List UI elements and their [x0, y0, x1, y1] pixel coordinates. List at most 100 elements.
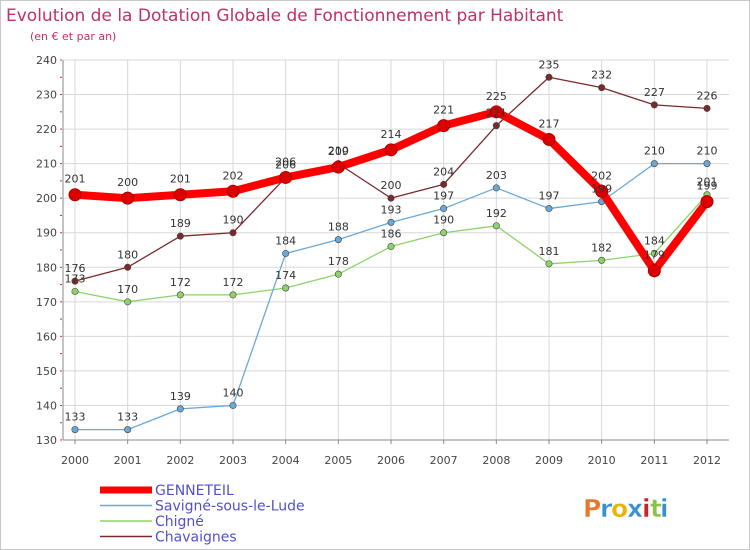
- data-label-chign-: 170: [117, 283, 138, 296]
- plot-area: [63, 60, 729, 440]
- data-label-chavaignes: 180: [117, 248, 138, 261]
- point-chign-: [492, 222, 500, 230]
- y-tick-label: 220: [36, 123, 57, 136]
- data-label-chign-: 174: [275, 269, 296, 282]
- x-tick-label: 2004: [272, 454, 300, 467]
- point-genneteil: [331, 160, 345, 174]
- y-tick-label: 130: [36, 434, 57, 447]
- point-chavaignes: [545, 73, 553, 81]
- point-genneteil: [489, 105, 503, 119]
- point-chign-: [334, 270, 342, 278]
- y-minor-tick: [60, 232, 62, 234]
- y-tick-label: 210: [36, 158, 57, 171]
- y-minor-tick: [60, 318, 62, 320]
- y-minor-tick: [60, 370, 62, 372]
- point-chign-: [545, 260, 553, 268]
- x-tick-label: 2005: [324, 454, 352, 467]
- y-minor-tick: [60, 335, 62, 337]
- point-genneteil: [68, 188, 82, 202]
- point-chign-: [124, 298, 132, 306]
- y-minor-tick: [60, 197, 62, 199]
- y-minor-tick: [60, 249, 62, 251]
- data-label-genneteil: 201: [170, 173, 191, 186]
- x-tick-label: 2011: [640, 454, 668, 467]
- y-tick-label: 240: [36, 54, 57, 67]
- data-label-savign-sous-le-lude: 210: [644, 145, 665, 158]
- data-label-chavaignes: 221: [486, 107, 507, 120]
- point-genneteil: [542, 132, 556, 146]
- point-savign-sous-le-lude: [650, 160, 658, 168]
- x-tick-label: 2007: [430, 454, 458, 467]
- y-minor-tick: [60, 353, 62, 355]
- data-label-savign-sous-le-lude: 203: [486, 169, 507, 182]
- legend-label-savign-sous-le-lude: Savigné-sous-le-Lude: [155, 499, 305, 515]
- y-tick-label: 150: [36, 365, 57, 378]
- chart-title: Evolution de la Dotation Globale de Fonc…: [6, 6, 564, 26]
- y-tick-label: 140: [36, 399, 57, 412]
- data-label-chign-: 182: [591, 241, 612, 254]
- y-minor-tick: [60, 76, 62, 78]
- y-minor-tick: [60, 214, 62, 216]
- data-label-chavaignes: 189: [170, 217, 191, 230]
- data-label-savign-sous-le-lude: 140: [223, 386, 244, 399]
- point-savign-sous-le-lude: [124, 426, 132, 434]
- y-tick-label: 230: [36, 89, 57, 102]
- x-tick-label: 2010: [588, 454, 616, 467]
- x-tick-label: 2009: [535, 454, 563, 467]
- y-minor-tick: [60, 404, 62, 406]
- point-savign-sous-le-lude: [71, 426, 79, 434]
- point-savign-sous-le-lude: [440, 205, 448, 213]
- point-chavaignes: [440, 180, 448, 188]
- point-savign-sous-le-lude: [492, 184, 500, 192]
- point-savign-sous-le-lude: [703, 160, 711, 168]
- data-label-savign-sous-le-lude: 210: [697, 145, 718, 158]
- point-savign-sous-le-lude: [282, 249, 290, 257]
- logo-letter: P: [583, 494, 601, 523]
- data-label-genneteil: 221: [433, 104, 454, 117]
- y-minor-tick: [60, 284, 62, 286]
- point-genneteil: [173, 188, 187, 202]
- data-label-savign-sous-le-lude: 188: [328, 221, 349, 234]
- data-label-genneteil: 199: [697, 180, 718, 193]
- data-label-chign-: 184: [644, 234, 665, 247]
- point-chavaignes: [124, 263, 132, 271]
- x-tick-label: 2006: [377, 454, 405, 467]
- y-tick-label: 160: [36, 330, 57, 343]
- point-savign-sous-le-lude: [176, 405, 184, 413]
- y-minor-tick: [60, 422, 62, 424]
- x-tick-label: 2008: [482, 454, 510, 467]
- data-label-savign-sous-le-lude: 184: [275, 234, 296, 247]
- point-chavaignes: [176, 232, 184, 240]
- point-genneteil: [700, 195, 714, 209]
- point-chign-: [282, 284, 290, 292]
- y-minor-tick: [60, 59, 62, 61]
- point-genneteil: [121, 191, 135, 205]
- data-label-chavaignes: 235: [539, 58, 560, 71]
- data-label-genneteil: 201: [65, 173, 86, 186]
- y-minor-tick: [60, 128, 62, 130]
- point-savign-sous-le-lude: [334, 236, 342, 244]
- legend-label-genneteil: GENNETEIL: [155, 483, 234, 499]
- chart-subtitle: (en € et par an): [30, 30, 116, 43]
- point-chign-: [229, 291, 237, 299]
- point-genneteil: [595, 184, 609, 198]
- legend-label-chavaignes: Chavaignes: [155, 530, 237, 546]
- x-tick-label: 2012: [693, 454, 721, 467]
- data-label-chign-: 172: [170, 276, 191, 289]
- point-chavaignes: [387, 194, 395, 202]
- data-label-savign-sous-le-lude: 193: [381, 203, 402, 216]
- y-minor-tick: [60, 163, 62, 165]
- point-chavaignes: [598, 84, 606, 92]
- data-label-genneteil: 200: [117, 176, 138, 189]
- logo-letter: o: [611, 494, 628, 523]
- data-label-chign-: 173: [65, 272, 86, 285]
- data-label-chavaignes: 232: [591, 69, 612, 82]
- point-chavaignes: [703, 104, 711, 112]
- point-chavaignes: [229, 229, 237, 237]
- data-label-chign-: 190: [433, 214, 454, 227]
- point-chign-: [71, 287, 79, 295]
- data-label-savign-sous-le-lude: 199: [591, 183, 612, 196]
- y-tick-label: 170: [36, 296, 57, 309]
- point-chign-: [650, 249, 658, 257]
